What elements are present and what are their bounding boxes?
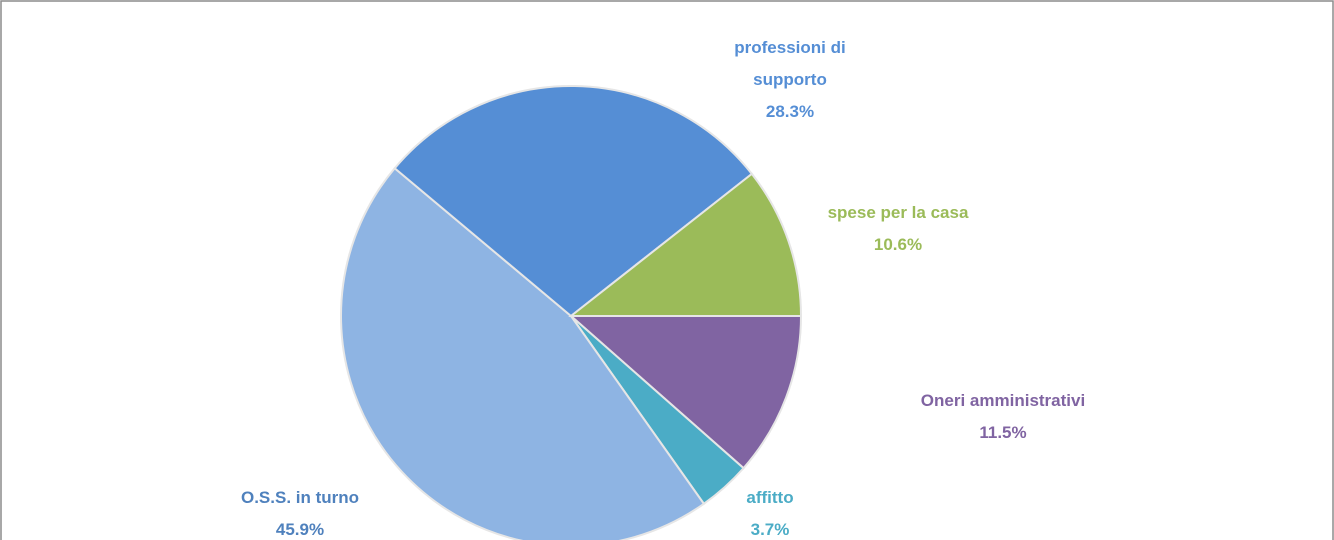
value-label: 11.5%: [979, 423, 1027, 442]
category-name: O.S.S. in turno: [240, 488, 360, 507]
pie-slice: [568, 315, 803, 470]
slice-label: O.S.S. in turno 45.9%: [200, 482, 400, 540]
pie-slice: [568, 172, 803, 317]
pie-slice: [340, 166, 706, 540]
value-label: 10.6%: [873, 235, 923, 254]
category-name: Oneri amministrativi: [920, 391, 1086, 410]
value-label: 28.3%: [765, 102, 815, 121]
value-label: 45.9%: [275, 520, 325, 539]
slice-label: affitto 3.7%: [710, 482, 830, 540]
slice-label: professioni di supporto 28.3%: [710, 32, 870, 128]
slice-label: spese per la casa 10.6%: [788, 197, 1008, 261]
category-name: spese per la casa: [827, 203, 969, 222]
pie-slice: [393, 85, 754, 318]
value-label: 3.7%: [750, 520, 790, 539]
category-name: professioni di supporto: [734, 38, 846, 89]
category-name: affitto: [746, 488, 794, 507]
slice-label: Oneri amministrativi 11.5%: [873, 385, 1133, 449]
